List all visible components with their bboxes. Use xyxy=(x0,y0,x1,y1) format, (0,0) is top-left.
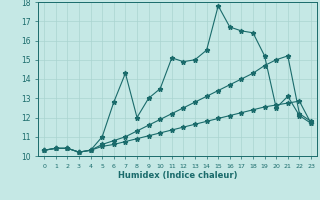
X-axis label: Humidex (Indice chaleur): Humidex (Indice chaleur) xyxy=(118,171,237,180)
